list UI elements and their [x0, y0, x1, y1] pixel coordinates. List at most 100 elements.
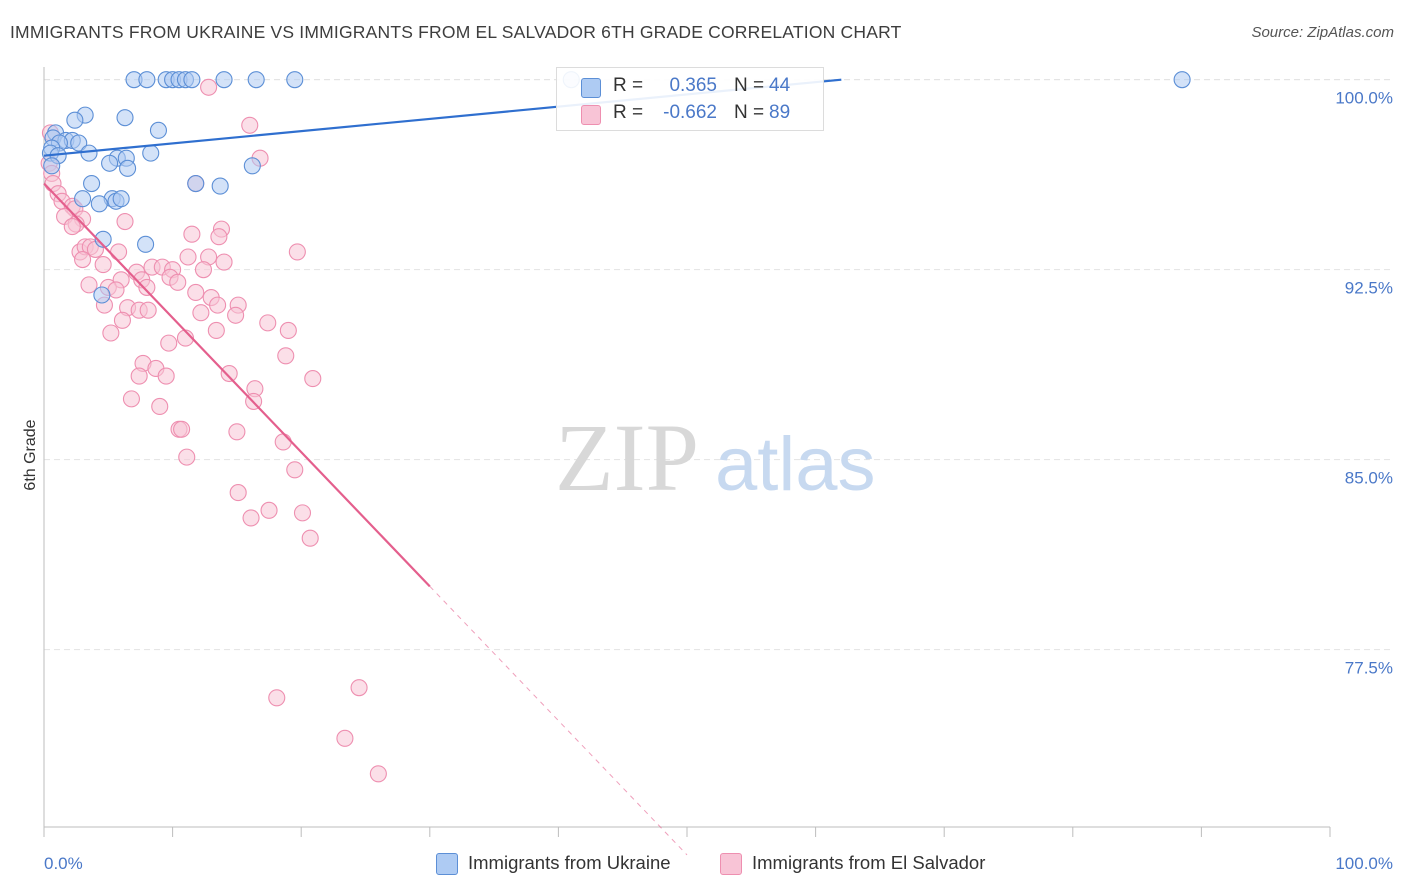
data-point-ukraine [211, 177, 229, 195]
data-point-ukraine [101, 154, 119, 172]
data-point-el-salvador [228, 423, 246, 441]
legend-row-ukraine: R = 0.365 N = 44 [557, 72, 823, 102]
legend-stats: R = 0.365 N = 44 R = -0.662 N = 89 [556, 67, 824, 131]
data-point-el-salvador [259, 314, 277, 332]
data-point-el-salvador [102, 324, 120, 342]
legend-n-label: N = [734, 102, 765, 123]
data-point-ukraine [149, 121, 168, 139]
data-point-el-salvador [110, 243, 128, 261]
legend-series: Immigrants from Ukraine Immigrants from … [0, 851, 1406, 879]
y-tick-label: 92.5% [1345, 279, 1393, 298]
data-point-el-salvador [304, 370, 322, 388]
data-point-el-salvador [194, 261, 213, 279]
source-label: Source: ZipAtlas.com [1251, 24, 1394, 41]
data-point-el-salvador [350, 679, 368, 697]
legend-n-value-el-salvador: 89 [769, 102, 791, 123]
data-point-ukraine [1173, 71, 1191, 89]
chart-title: IMMIGRANTS FROM UKRAINE VS IMMIGRANTS FR… [10, 22, 902, 42]
data-point-el-salvador [242, 509, 260, 527]
data-point-ukraine [74, 190, 92, 208]
data-point-el-salvador [183, 225, 201, 243]
watermark-atlas: atlas [715, 422, 876, 507]
data-point-el-salvador [157, 367, 175, 385]
legend-r-value-ukraine: 0.365 [669, 75, 717, 96]
legend-r-label: R = [613, 102, 644, 123]
data-point-el-salvador [80, 276, 98, 294]
y-tick-label: 85.0% [1345, 469, 1393, 488]
data-point-el-salvador [241, 116, 259, 134]
legend-swatch-el-salvador [720, 853, 742, 875]
data-point-el-salvador [220, 364, 238, 383]
data-point-el-salvador [286, 461, 304, 479]
trend-line-el-salvador [43, 182, 431, 588]
data-point-el-salvador [192, 304, 210, 322]
data-point-el-salvador [116, 212, 134, 231]
y-tick-labels: 100.0% 92.5% 85.0% 77.5% [1335, 89, 1393, 678]
data-point-el-salvador [210, 228, 228, 246]
data-point-el-salvador [138, 278, 156, 296]
data-point-el-salvador [179, 248, 197, 266]
data-point-ukraine [183, 71, 201, 89]
data-point-el-salvador [200, 78, 218, 96]
data-point-el-salvador [160, 334, 178, 352]
legend-r-value-el-salvador: -0.662 [663, 102, 717, 123]
data-point-el-salvador [369, 765, 387, 783]
data-point-el-salvador [301, 529, 319, 547]
legend-label-el-salvador: Immigrants from El Salvador [752, 852, 986, 873]
legend-n-value-ukraine: 44 [769, 75, 791, 96]
data-point-el-salvador [107, 281, 125, 299]
data-point-ukraine [90, 195, 108, 213]
data-point-el-salvador [113, 311, 131, 329]
data-point-el-salvador [277, 347, 295, 365]
data-point-ukraine [66, 111, 84, 129]
legend-swatch-el-salvador [581, 105, 601, 125]
data-point-el-salvador [207, 321, 225, 340]
legend-n-label: N = [734, 75, 765, 96]
data-point-el-salvador [268, 689, 286, 707]
x-tick-labels: 0.0% 100.0% [44, 854, 1393, 873]
data-point-el-salvador [229, 484, 247, 502]
legend-row-el-salvador: R = -0.662 N = 89 [557, 99, 823, 129]
data-point-ukraine [93, 286, 111, 304]
data-point-ukraine [142, 144, 160, 162]
data-point-ukraine [94, 230, 112, 248]
data-point-el-salvador [293, 504, 312, 522]
data-point-ukraine [83, 174, 101, 193]
y-tick-label: 77.5% [1345, 659, 1393, 678]
watermark: ZIP atlas [555, 404, 876, 511]
legend-swatch-ukraine [581, 78, 601, 98]
series-el-salvador-points [40, 78, 387, 783]
data-point-el-salvador [209, 296, 227, 314]
data-point-ukraine [43, 157, 61, 175]
data-point-el-salvador [139, 301, 157, 319]
y-axis-label: 6th Grade [22, 419, 39, 490]
data-point-el-salvador [274, 433, 292, 451]
axes [43, 67, 1331, 837]
data-point-ukraine [187, 174, 205, 193]
series-ukraine-points [41, 71, 1191, 304]
data-point-el-salvador [178, 448, 196, 466]
data-point-ukraine [116, 109, 134, 127]
data-point-el-salvador [279, 321, 297, 340]
data-point-el-salvador [74, 250, 92, 269]
data-point-ukraine [70, 134, 88, 152]
data-point-ukraine [243, 157, 261, 175]
data-point-el-salvador [215, 253, 233, 271]
data-point-el-salvador [63, 218, 81, 236]
data-point-el-salvador [130, 367, 148, 385]
data-point-el-salvador [169, 273, 187, 291]
data-point-el-salvador [94, 256, 112, 274]
data-point-el-salvador [227, 306, 245, 324]
y-tick-label: 100.0% [1335, 89, 1393, 108]
legend-swatch-ukraine [436, 853, 458, 875]
data-point-ukraine [112, 190, 130, 208]
data-point-ukraine [80, 144, 98, 162]
data-point-el-salvador [336, 729, 354, 747]
data-point-el-salvador [260, 501, 278, 519]
data-point-el-salvador [173, 420, 191, 438]
data-point-el-salvador [288, 243, 306, 261]
data-point-ukraine [119, 159, 137, 177]
data-point-ukraine [247, 71, 265, 89]
legend-label-ukraine: Immigrants from Ukraine [468, 852, 671, 873]
